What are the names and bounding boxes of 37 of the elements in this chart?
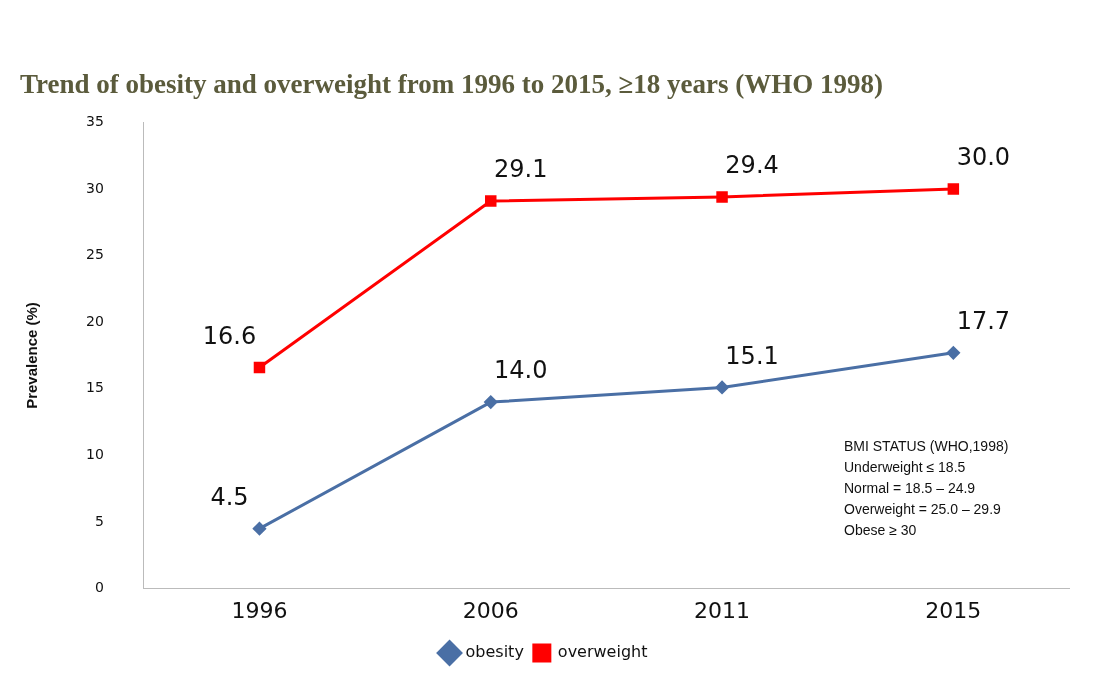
point [253,361,266,374]
x-tick-label: 2011 [694,597,751,623]
y-axis-title: Prevalence (%) [23,302,41,409]
chart-title: Trend of obesity and overweight from 1996 to 2015, ≥18 years (WHO 1998) [20,69,883,100]
y-tick-label: 25 [85,246,104,263]
annotation: Underweight ≤ 18.5 [844,459,966,476]
x-tick-label: 2015 [925,597,982,623]
data-label: 30.0 [956,143,1011,172]
annotation: Normal = 18.5 – 24.9 [844,480,976,497]
y-tick-label: 20 [85,312,104,329]
annotation: Overweight = 25.0 – 29.9 [844,501,1002,518]
data-label: 4.5 [210,482,249,511]
point [715,380,729,394]
annotation: Obese ≥ 30 [844,522,917,539]
data-label: 14.0 [494,356,548,385]
annotation: BMI STATUS (WHO,1998) [844,438,1009,455]
y-tick-label: 35 [85,113,104,130]
point [946,346,960,360]
data-label: 29.1 [494,155,548,184]
x-tick-label: 1996 [231,597,288,623]
data-label: 15.1 [725,341,779,370]
data-label: 16.6 [202,321,257,350]
y-tick-label: 0 [94,579,104,596]
data-label: 29.4 [725,151,779,180]
point [485,195,497,207]
data-label: 17.7 [956,307,1011,336]
legend-label: overweight [557,642,648,662]
point [484,395,498,409]
x-tick-label: 2006 [462,597,519,623]
legend-label: obesity [465,642,524,662]
y-tick-label: 5 [94,512,104,529]
point [252,522,266,536]
y-tick-label: 10 [85,446,104,463]
point [947,183,960,195]
y-tick-label: 15 [85,379,104,396]
point [716,191,728,203]
y-tick-label: 30 [85,179,104,196]
